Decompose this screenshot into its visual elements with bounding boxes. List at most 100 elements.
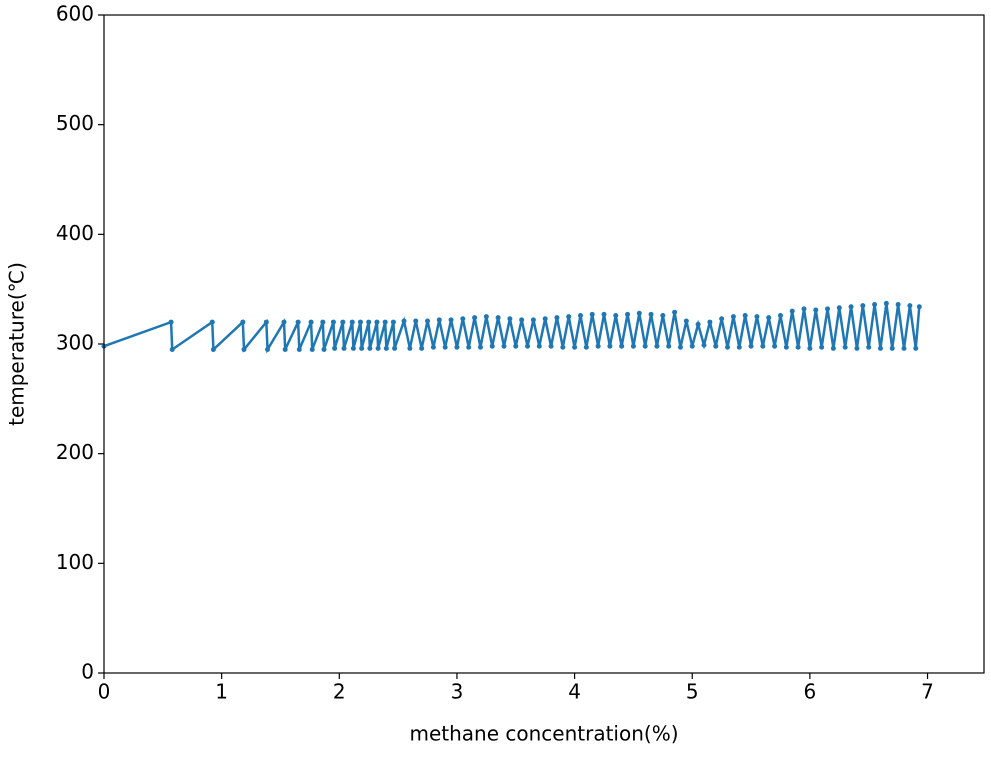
data-point bbox=[683, 318, 689, 324]
data-point bbox=[390, 319, 396, 325]
data-point bbox=[642, 343, 648, 349]
data-point bbox=[836, 305, 842, 311]
data-point bbox=[613, 312, 619, 318]
data-point bbox=[263, 319, 269, 325]
data-point bbox=[436, 317, 442, 323]
data-point bbox=[210, 346, 216, 352]
data-point bbox=[383, 345, 389, 351]
data-point bbox=[695, 321, 701, 327]
data-point bbox=[866, 344, 872, 350]
data-point bbox=[507, 316, 513, 322]
data-point bbox=[281, 319, 287, 325]
data-point bbox=[548, 343, 554, 349]
data-point bbox=[719, 316, 725, 322]
x-tick-label: 2 bbox=[333, 680, 346, 704]
data-point bbox=[754, 314, 760, 320]
data-point bbox=[660, 312, 666, 318]
data-point bbox=[308, 319, 314, 325]
y-tick-label: 500 bbox=[56, 111, 94, 135]
data-point bbox=[554, 315, 560, 321]
data-point bbox=[783, 344, 789, 350]
data-point bbox=[375, 345, 381, 351]
data-point bbox=[169, 346, 175, 352]
data-point bbox=[730, 314, 736, 320]
data-point bbox=[483, 314, 489, 320]
data-point bbox=[701, 342, 707, 348]
data-point bbox=[265, 346, 271, 352]
y-tick-label: 600 bbox=[56, 2, 94, 26]
data-point bbox=[872, 302, 878, 308]
data-point bbox=[636, 310, 642, 316]
data-point bbox=[392, 345, 398, 351]
data-point bbox=[296, 346, 302, 352]
data-point bbox=[707, 319, 713, 325]
y-tick-label: 300 bbox=[56, 331, 94, 355]
data-point bbox=[772, 343, 778, 349]
data-point bbox=[583, 344, 589, 350]
data-point bbox=[619, 343, 625, 349]
data-point bbox=[330, 319, 336, 325]
data-point bbox=[501, 343, 507, 349]
y-tick-label: 0 bbox=[81, 660, 94, 684]
data-point bbox=[519, 317, 525, 323]
x-tick-label: 0 bbox=[98, 680, 111, 704]
y-axis-label: temperature(℃) bbox=[5, 262, 29, 426]
data-point bbox=[630, 343, 636, 349]
data-point bbox=[332, 345, 338, 351]
data-point bbox=[477, 344, 483, 350]
data-point bbox=[895, 302, 901, 308]
data-point bbox=[407, 345, 413, 351]
data-point bbox=[240, 319, 246, 325]
data-point bbox=[448, 317, 454, 323]
data-point bbox=[907, 303, 913, 309]
data-point bbox=[916, 304, 922, 310]
data-point bbox=[454, 344, 460, 350]
data-point bbox=[495, 315, 501, 321]
data-point bbox=[413, 318, 419, 324]
data-point bbox=[357, 319, 363, 325]
data-point bbox=[382, 319, 388, 325]
data-point bbox=[901, 345, 907, 351]
data-point bbox=[877, 345, 883, 351]
data-point bbox=[513, 343, 519, 349]
data-point bbox=[601, 311, 607, 317]
data-line bbox=[103, 303, 921, 354]
data-point bbox=[842, 344, 848, 350]
data-point bbox=[460, 316, 466, 322]
data-point bbox=[860, 303, 866, 309]
x-axis-label: methane concentration(%) bbox=[409, 722, 678, 746]
x-tick-label: 7 bbox=[921, 680, 934, 704]
data-point bbox=[350, 345, 356, 351]
data-point bbox=[830, 345, 836, 351]
y-tick-label: 200 bbox=[56, 440, 94, 464]
data-point bbox=[760, 343, 766, 349]
data-point bbox=[742, 312, 748, 318]
data-point bbox=[654, 343, 660, 349]
data-point bbox=[825, 306, 831, 312]
data-point bbox=[789, 308, 795, 314]
data-point bbox=[848, 304, 854, 310]
data-point bbox=[766, 315, 772, 321]
data-point bbox=[807, 345, 813, 351]
x-tick-label: 1 bbox=[215, 680, 228, 704]
data-point bbox=[241, 346, 247, 352]
data-point bbox=[913, 345, 919, 351]
data-point bbox=[777, 312, 783, 318]
data-point bbox=[341, 345, 347, 351]
data-point bbox=[430, 344, 436, 350]
data-point bbox=[359, 345, 365, 351]
data-point bbox=[466, 344, 472, 350]
plot-frame bbox=[103, 14, 985, 674]
data-point bbox=[795, 344, 801, 350]
data-point bbox=[419, 345, 425, 351]
data-point bbox=[854, 345, 860, 351]
data-point bbox=[672, 309, 678, 315]
data-point bbox=[340, 319, 346, 325]
data-point bbox=[572, 344, 578, 350]
x-tick-label: 3 bbox=[451, 680, 464, 704]
data-point bbox=[625, 311, 631, 317]
data-point bbox=[367, 345, 373, 351]
data-point bbox=[589, 311, 595, 317]
data-point bbox=[666, 343, 672, 349]
